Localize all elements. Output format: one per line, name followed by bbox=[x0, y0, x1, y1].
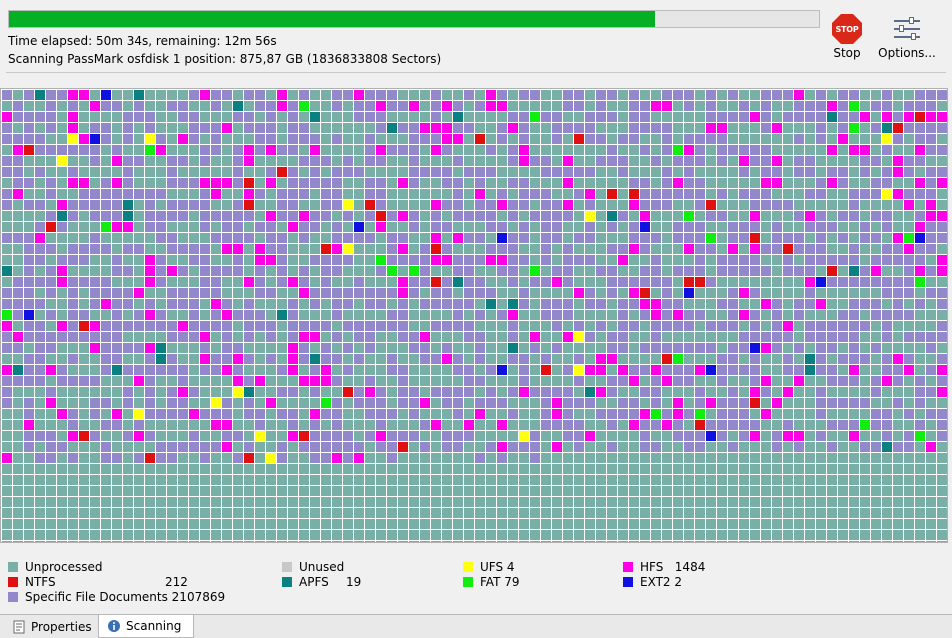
header-divider bbox=[6, 72, 946, 73]
legend-apfs-swatch bbox=[282, 577, 292, 587]
legend-ntfs-count: 212 bbox=[165, 575, 188, 589]
options-button[interactable]: Options... bbox=[878, 14, 936, 60]
tab-properties[interactable]: Properties bbox=[4, 615, 96, 638]
legend-apfs: APFS 19 bbox=[282, 575, 361, 589]
legend-unprocessed: Unprocessed bbox=[8, 560, 103, 574]
legend-apfs-label: APFS bbox=[299, 575, 329, 589]
legend: Unprocessed NTFS 212 Specific File Docum… bbox=[0, 553, 952, 611]
tab-properties-label: Properties bbox=[31, 619, 92, 634]
stop-button[interactable]: STOP Stop bbox=[830, 14, 864, 60]
info-icon bbox=[107, 619, 121, 633]
legend-hfs-label: HFS bbox=[640, 560, 664, 574]
legend-ufs: UFS 4 bbox=[463, 560, 515, 574]
legend-fat: FAT 79 bbox=[463, 575, 520, 589]
legend-ufs-swatch bbox=[463, 562, 473, 572]
time-status-text: Time elapsed: 50m 34s, remaining: 12m 56… bbox=[8, 34, 277, 48]
legend-unused: Unused bbox=[282, 560, 344, 574]
properties-icon bbox=[12, 620, 26, 634]
legend-ntfs-label: NTFS bbox=[25, 575, 56, 589]
legend-fat-count: 79 bbox=[504, 575, 520, 589]
legend-hfs: HFS 1484 bbox=[623, 560, 705, 574]
scan-progress-bar bbox=[8, 10, 820, 28]
scan-header: Time elapsed: 50m 34s, remaining: 12m 56… bbox=[0, 0, 952, 86]
tab-scanning[interactable]: Scanning bbox=[98, 615, 194, 638]
legend-apfs-count: 19 bbox=[346, 575, 362, 589]
options-sliders-icon bbox=[891, 14, 923, 44]
sector-map-grid bbox=[1, 89, 947, 542]
legend-ext2-swatch bbox=[623, 577, 633, 587]
legend-specific-swatch bbox=[8, 592, 18, 602]
legend-ntfs-swatch bbox=[8, 577, 18, 587]
stop-button-label: Stop bbox=[833, 46, 861, 60]
legend-ufs-label: UFS bbox=[480, 560, 504, 574]
legend-hfs-swatch bbox=[623, 562, 633, 572]
scan-position-text: Scanning PassMark osfdisk 1 position: 87… bbox=[8, 52, 442, 66]
legend-unused-swatch bbox=[282, 562, 292, 572]
legend-specific-label: Specific File Documents bbox=[25, 590, 168, 604]
legend-unused-label: Unused bbox=[299, 560, 345, 574]
legend-unprocessed-swatch bbox=[8, 562, 18, 572]
sector-map bbox=[0, 88, 948, 543]
legend-fat-label: FAT bbox=[480, 575, 501, 589]
legend-unprocessed-label: Unprocessed bbox=[25, 560, 103, 574]
legend-specific-documents: Specific File Documents 2107869 bbox=[8, 590, 225, 604]
legend-ext2-count: 2 bbox=[674, 575, 683, 589]
bottom-tab-bar: Properties Scanning bbox=[0, 614, 952, 638]
options-button-label: Options... bbox=[878, 46, 936, 60]
legend-ufs-count: 4 bbox=[506, 560, 515, 574]
legend-ext2: EXT2 2 bbox=[623, 575, 682, 589]
legend-specific-count: 2107869 bbox=[171, 590, 226, 604]
tab-scanning-label: Scanning bbox=[126, 619, 182, 633]
legend-hfs-count: 1484 bbox=[674, 560, 706, 574]
legend-ntfs: NTFS 212 bbox=[8, 575, 188, 589]
stop-icon: STOP bbox=[832, 14, 862, 44]
scan-progress-fill bbox=[9, 11, 656, 27]
legend-ext2-label: EXT2 bbox=[640, 575, 671, 589]
legend-fat-swatch bbox=[463, 577, 473, 587]
